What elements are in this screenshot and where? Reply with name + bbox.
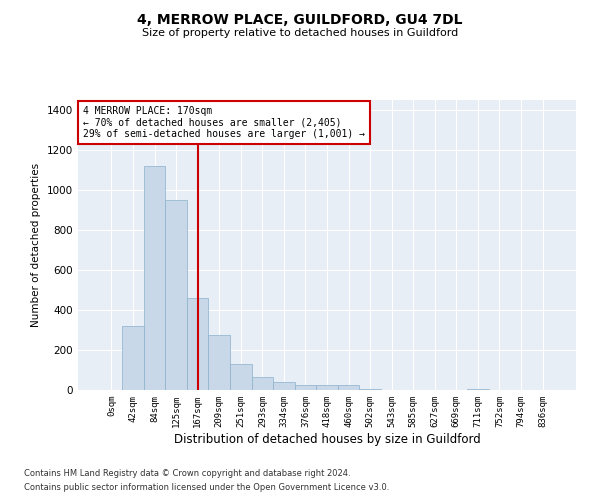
X-axis label: Distribution of detached houses by size in Guildford: Distribution of detached houses by size … (173, 432, 481, 446)
Text: Contains HM Land Registry data © Crown copyright and database right 2024.: Contains HM Land Registry data © Crown c… (24, 468, 350, 477)
Bar (316, 385, 338, 390)
Bar (251, 377, 273, 390)
Bar (122, 326, 144, 390)
Bar (208, 335, 230, 390)
Bar (295, 385, 316, 390)
Bar (273, 382, 295, 390)
Bar (338, 385, 359, 390)
Bar (230, 364, 251, 390)
Bar (467, 389, 488, 390)
Bar (166, 200, 187, 390)
Bar (144, 166, 166, 390)
Text: Contains public sector information licensed under the Open Government Licence v3: Contains public sector information licen… (24, 484, 389, 492)
Text: Size of property relative to detached houses in Guildford: Size of property relative to detached ho… (142, 28, 458, 38)
Y-axis label: Number of detached properties: Number of detached properties (31, 163, 41, 327)
Bar (187, 298, 208, 390)
Text: 4 MERROW PLACE: 170sqm
← 70% of detached houses are smaller (2,405)
29% of semi-: 4 MERROW PLACE: 170sqm ← 70% of detached… (83, 106, 365, 139)
Text: 4, MERROW PLACE, GUILDFORD, GU4 7DL: 4, MERROW PLACE, GUILDFORD, GU4 7DL (137, 12, 463, 26)
Bar (359, 389, 381, 390)
